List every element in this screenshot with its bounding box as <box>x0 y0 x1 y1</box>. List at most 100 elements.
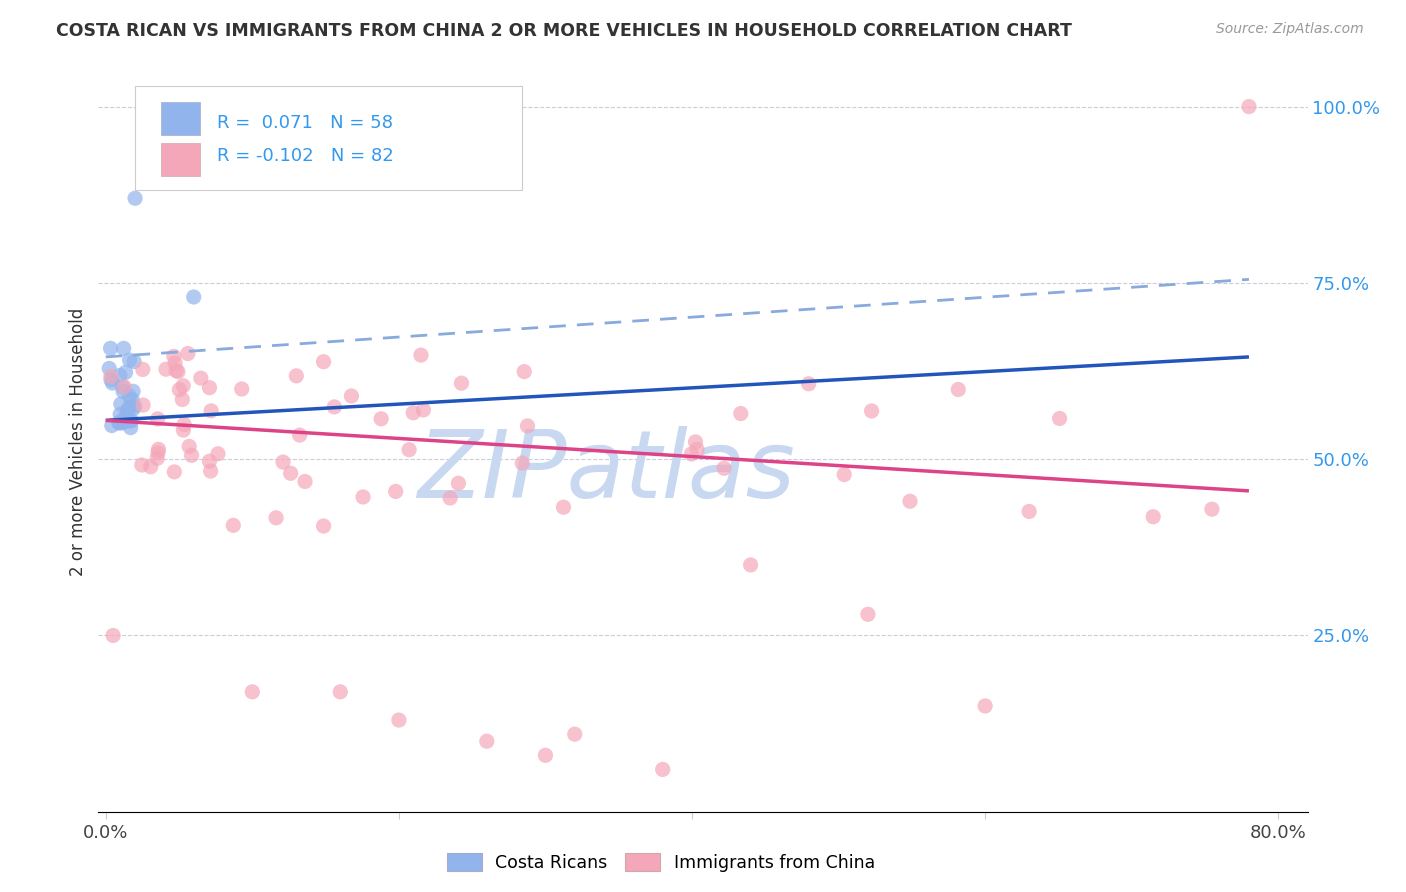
Point <box>271 455 294 469</box>
Point <box>112 380 135 394</box>
Point <box>329 685 352 699</box>
Point <box>231 382 253 396</box>
Point <box>713 461 735 475</box>
Text: Source: ZipAtlas.com: Source: ZipAtlas.com <box>1216 22 1364 37</box>
Point <box>179 439 201 453</box>
Point <box>860 404 883 418</box>
Point <box>294 475 316 489</box>
Point <box>1237 100 1260 114</box>
Point <box>183 290 205 304</box>
Point <box>553 500 575 515</box>
Point <box>200 464 222 478</box>
Point <box>114 365 136 379</box>
Point <box>447 476 470 491</box>
Point <box>139 459 162 474</box>
Point <box>108 416 131 430</box>
Point <box>974 698 997 713</box>
Point <box>513 365 536 379</box>
Point <box>122 401 145 416</box>
Point <box>146 451 169 466</box>
Point <box>121 414 143 428</box>
Point <box>122 384 145 399</box>
Text: R = -0.102   N = 82: R = -0.102 N = 82 <box>217 147 394 165</box>
Point <box>111 416 134 430</box>
Point <box>114 412 136 426</box>
Point <box>288 428 311 442</box>
Point <box>101 628 124 642</box>
Point <box>1201 502 1223 516</box>
Point <box>370 412 392 426</box>
Point <box>516 419 538 434</box>
Point <box>450 376 472 391</box>
Point <box>100 369 122 384</box>
Point <box>108 368 131 383</box>
Point <box>740 558 762 572</box>
Point <box>100 373 122 387</box>
Point <box>132 398 155 412</box>
Point <box>198 454 221 468</box>
Text: ZIPatlas: ZIPatlas <box>418 425 796 516</box>
Point <box>110 397 132 411</box>
Point <box>146 446 169 460</box>
Point <box>685 434 707 449</box>
Point <box>114 410 136 425</box>
Point <box>163 349 186 363</box>
Point <box>898 494 921 508</box>
Point <box>124 399 146 413</box>
Point <box>131 458 153 472</box>
Point <box>190 371 212 385</box>
Point <box>323 400 346 414</box>
Point <box>439 491 461 505</box>
Point <box>167 365 190 379</box>
Point <box>132 362 155 376</box>
Point <box>146 412 169 426</box>
Point <box>264 511 287 525</box>
Point <box>101 376 124 390</box>
FancyBboxPatch shape <box>135 87 522 190</box>
FancyBboxPatch shape <box>162 102 200 135</box>
Point <box>340 389 363 403</box>
Point <box>111 380 134 394</box>
Point <box>118 353 141 368</box>
Point <box>172 423 194 437</box>
Point <box>832 467 855 482</box>
FancyBboxPatch shape <box>162 144 200 177</box>
Point <box>122 354 145 368</box>
Point <box>312 355 335 369</box>
Point <box>285 368 308 383</box>
Point <box>165 364 187 378</box>
Point <box>797 376 820 391</box>
Point <box>169 383 191 397</box>
Point <box>948 383 970 397</box>
Point <box>564 727 586 741</box>
Point <box>398 442 420 457</box>
Point <box>112 342 135 356</box>
Point <box>222 518 245 533</box>
Point <box>163 465 186 479</box>
Text: COSTA RICAN VS IMMIGRANTS FROM CHINA 2 OR MORE VEHICLES IN HOUSEHOLD CORRELATION: COSTA RICAN VS IMMIGRANTS FROM CHINA 2 O… <box>56 22 1073 40</box>
Point <box>155 362 177 376</box>
Point <box>98 361 121 376</box>
Point <box>412 403 434 417</box>
Point <box>118 389 141 403</box>
Point <box>172 392 194 407</box>
Point <box>402 406 425 420</box>
Point <box>121 392 143 407</box>
Point <box>1018 504 1040 518</box>
Point <box>730 407 752 421</box>
Point <box>1142 509 1164 524</box>
Point <box>681 447 703 461</box>
Point <box>352 490 374 504</box>
Point <box>651 763 673 777</box>
Point <box>101 418 124 433</box>
Point <box>120 420 142 434</box>
Point <box>180 448 202 462</box>
Point <box>173 417 195 432</box>
Point <box>207 447 229 461</box>
Point <box>856 607 879 622</box>
Point <box>148 442 170 457</box>
Legend: Costa Ricans, Immigrants from China: Costa Ricans, Immigrants from China <box>440 847 882 879</box>
Point <box>165 356 187 370</box>
Point <box>110 407 132 421</box>
Point <box>388 713 411 727</box>
